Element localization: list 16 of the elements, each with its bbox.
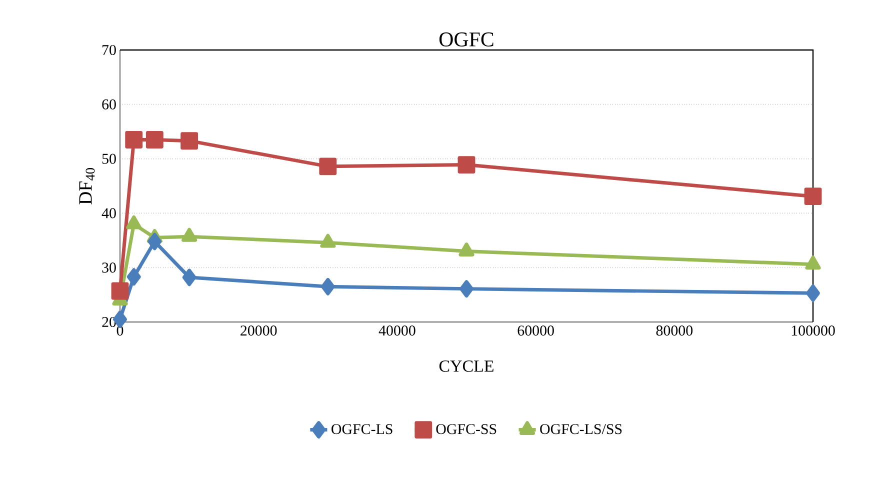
y-tick-label: 50 bbox=[102, 154, 116, 164]
legend-label: OGFC-LS/SS bbox=[540, 424, 622, 434]
x-tick-label: 80000 bbox=[656, 326, 693, 336]
y-axis-title: DF$_{40}$ bbox=[79, 168, 95, 204]
legend-label: OGFC-LS bbox=[332, 424, 392, 434]
y-tick-label: 30 bbox=[102, 262, 116, 273]
x-tick-label: 40000 bbox=[378, 326, 416, 336]
y-tick-label: 70 bbox=[102, 44, 116, 56]
x-tick-label: 20000 bbox=[240, 326, 277, 336]
x-axis-title: CYCLE bbox=[439, 360, 494, 372]
x-tick-label: 60000 bbox=[518, 326, 554, 336]
y-tick-label: 40 bbox=[102, 208, 116, 218]
legend-label: OGFC-SS bbox=[436, 424, 496, 434]
x-tick-label: 100000 bbox=[792, 326, 835, 336]
y-tick-label: 60 bbox=[102, 99, 116, 110]
chart-title: OGFC bbox=[439, 32, 494, 46]
